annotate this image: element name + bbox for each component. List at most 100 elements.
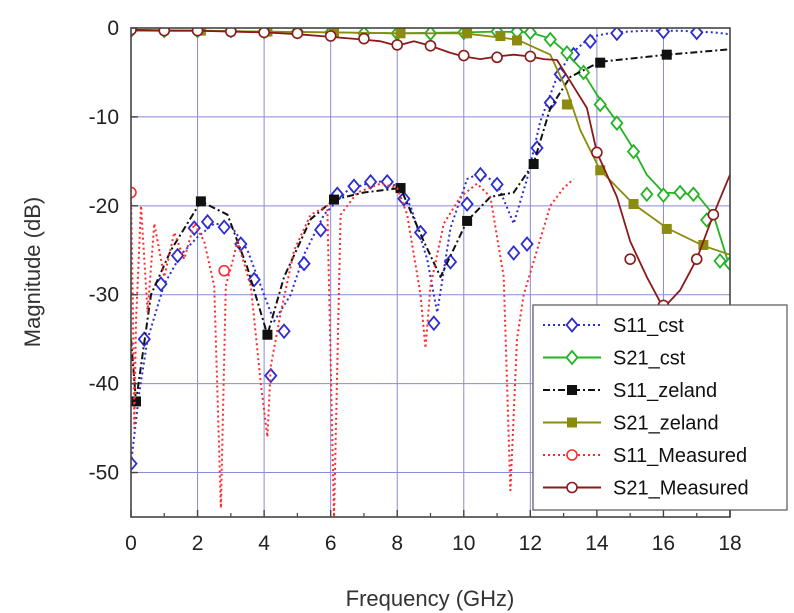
data-point: [723, 255, 730, 272]
series-s21-measured: [131, 28, 730, 312]
data-point: [397, 190, 411, 207]
legend: S11_cst S21_cst S11_zeland S21_zeland S11_Me…: [532, 304, 788, 511]
data-point: [595, 57, 606, 68]
data-point: [218, 264, 230, 277]
data-point: [443, 253, 458, 270]
data-point: [583, 33, 597, 50]
data-point: [358, 32, 370, 45]
data-point: [507, 245, 521, 261]
data-point: [640, 186, 654, 203]
data-point: [324, 30, 337, 42]
data-point: [673, 184, 687, 201]
data-point: [490, 176, 504, 193]
data-point: [520, 236, 534, 252]
y-tick-label: -40: [89, 373, 119, 396]
series-line: [131, 178, 575, 517]
series-line: [131, 28, 730, 256]
legend-swatch-marker: [567, 385, 577, 395]
legend-item: S21_Measured: [543, 478, 749, 500]
data-point: [523, 28, 538, 41]
data-point: [395, 183, 406, 194]
data-point: [277, 323, 291, 340]
axis-ticks: 0 2 4 6 8 10 12 14 16 18 0 -10 -20 -30 -40 -50: [89, 17, 742, 555]
legend-label: S21_Measured: [613, 478, 749, 500]
data-point: [391, 39, 404, 51]
x-tick-label: 4: [258, 532, 270, 555]
x-tick-label: 18: [718, 532, 741, 555]
data-point: [131, 186, 137, 199]
data-point: [690, 253, 703, 265]
data-point: [656, 187, 671, 204]
data-point: [328, 194, 339, 205]
legend-label: S21_zeland: [613, 413, 719, 435]
data-point: [576, 64, 591, 81]
data-point: [661, 223, 672, 234]
x-tick-label: 10: [452, 532, 475, 555]
data-point: [543, 31, 557, 48]
data-point: [473, 166, 488, 183]
data-point: [591, 146, 603, 159]
data-point: [560, 45, 574, 61]
data-point: [462, 215, 473, 226]
data-point: [491, 51, 503, 64]
legend-item: S21_zeland: [543, 413, 719, 435]
y-tick-label: -10: [89, 106, 119, 129]
x-tick-label: 12: [519, 532, 542, 555]
data-point: [713, 253, 727, 269]
data-point: [217, 219, 231, 236]
legend-swatch-marker: [567, 417, 577, 428]
data-point: [524, 50, 537, 63]
data-point: [258, 28, 270, 39]
y-tick-label: -50: [89, 462, 119, 485]
data-point: [626, 143, 641, 160]
x-tick-label: 8: [391, 532, 403, 555]
y-tick-label: 0: [107, 17, 119, 40]
data-point: [262, 329, 273, 340]
data-point: [661, 49, 672, 60]
data-point: [195, 196, 206, 207]
series-s11-zeland: [131, 48, 730, 407]
y-tick-label: -30: [89, 284, 119, 307]
data-point: [495, 31, 506, 42]
x-tick-label: 0: [125, 532, 137, 555]
legend-swatch-marker: [566, 449, 578, 461]
data-point: [225, 28, 237, 38]
data-point: [158, 28, 171, 37]
x-tick-label: 2: [192, 532, 204, 555]
data-point: [628, 199, 639, 210]
series-s11-measured: [131, 178, 575, 517]
data-point: [561, 99, 572, 110]
data-point: [413, 224, 428, 241]
legend-item: S11_zeland: [543, 380, 717, 402]
data-point: [656, 28, 671, 40]
data-point: [347, 178, 361, 195]
data-point: [512, 35, 523, 46]
data-point: [314, 221, 328, 238]
data-point: [457, 49, 470, 62]
data-point: [593, 96, 607, 113]
data-point: [200, 213, 215, 230]
x-tick-label: 16: [652, 532, 675, 555]
legend-item: S11_Measured: [543, 445, 747, 467]
y-axis-title: Magnitude (dB): [20, 197, 45, 347]
legend-label: S11_cst: [613, 315, 684, 337]
legend-box: [532, 304, 788, 511]
data-point: [686, 186, 701, 203]
data-point: [424, 39, 437, 52]
data-point: [690, 28, 704, 41]
legend-label: S21_cst: [613, 348, 686, 370]
series-line: [131, 48, 730, 403]
data-point: [528, 159, 539, 170]
data-point: [131, 396, 141, 407]
data-point: [610, 28, 624, 42]
legend-label: S11_Measured: [613, 445, 747, 467]
legend-label: S11_zeland: [613, 380, 717, 402]
data-point: [462, 28, 473, 39]
legend-swatch-marker: [565, 317, 579, 333]
x-tick-label: 14: [585, 532, 609, 555]
data-point: [291, 28, 304, 40]
legend-item: S21_cst: [543, 348, 686, 370]
x-tick-label: 6: [325, 532, 337, 555]
series-layer: [131, 28, 730, 517]
